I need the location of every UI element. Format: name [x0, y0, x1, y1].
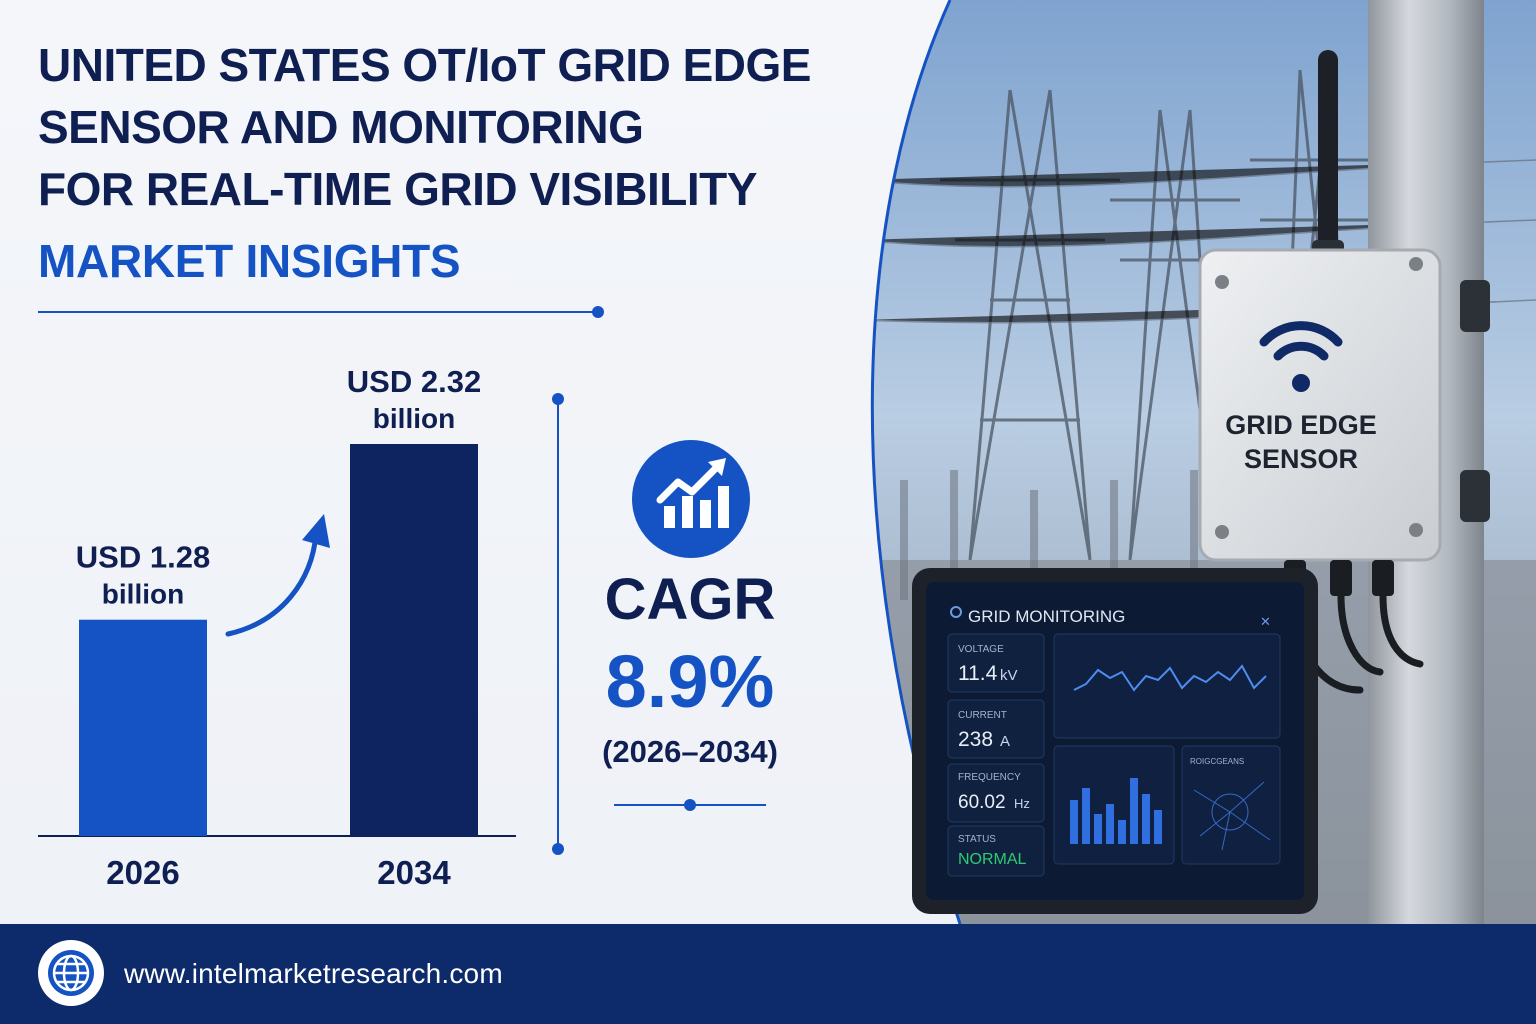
sensor-label-line-2: SENSOR: [1244, 444, 1358, 474]
title-line-2: SENSOR AND MONITORING: [38, 101, 644, 153]
vertical-divider-bottom-dot: [552, 843, 564, 855]
growth-arrow: [225, 531, 319, 637]
monitor-title: GRID MONITORING: [968, 607, 1125, 626]
growth-arrow-head: [302, 514, 330, 548]
metric-current-label: CURRENT: [958, 710, 1007, 721]
metric-frequency-value: 60.02: [958, 792, 1006, 813]
metric-voltage-value: 11.4: [958, 662, 998, 685]
data-label-2026-value: USD 1.28: [76, 540, 210, 575]
growth-chart-icon: [632, 440, 750, 558]
data-label-2034-value: USD 2.32: [347, 364, 481, 399]
monitor-close-icon[interactable]: ✕: [1260, 614, 1271, 629]
monitor-network-map: [1181, 745, 1281, 865]
monitor-line-chart: [1053, 633, 1281, 739]
market-size-bar-chart: 2026 USD 1.28 billion 2034 USD 2.32 billion: [38, 364, 516, 891]
metric-status-label: STATUS: [958, 834, 996, 845]
website-link[interactable]: www.intelmarketresearch.com: [124, 958, 503, 989]
data-label-2026-unit: billion: [102, 579, 184, 610]
cagr-label: CAGR: [604, 567, 776, 632]
metric-frequency-label: FREQUENCY: [958, 772, 1021, 783]
globe-icon: [38, 940, 104, 1006]
bar-2034: [350, 444, 478, 836]
title-line-3: FOR REAL-TIME GRID VISIBILITY: [38, 163, 757, 215]
cagr-period: (2026–2034): [602, 734, 778, 769]
vertical-divider-top-dot: [552, 393, 564, 405]
sensor-label-line-1: GRID EDGE: [1225, 410, 1377, 440]
tick-label-2034: 2034: [377, 854, 451, 891]
infographic-left-panel: UNITED STATES OT/IoT GRID EDGE SENSOR AN…: [38, 39, 811, 891]
subtitle: MARKET INSIGHTS: [38, 235, 461, 287]
title-divider: [38, 311, 596, 313]
cagr-divider-dot: [684, 799, 696, 811]
map-label: ROIGCGEANS: [1190, 757, 1244, 766]
metric-voltage-label: VOLTAGE: [958, 644, 1004, 655]
data-label-2034-unit: billion: [373, 403, 455, 434]
metric-status-value: NORMAL: [958, 851, 1027, 868]
title-divider-dot: [592, 306, 604, 318]
bar-2026: [79, 619, 207, 836]
metric-voltage-unit: kV: [1000, 667, 1018, 684]
metric-current-unit: A: [1000, 733, 1010, 750]
wifi-signal-icon: [1259, 321, 1343, 392]
substation-photo-illustration: GRID EDGE SENSOR GRID MONITORING ✕ VOLTA…: [860, 0, 1536, 925]
tick-label-2026: 2026: [106, 854, 179, 891]
metric-frequency-unit: Hz: [1014, 796, 1030, 811]
title-line-1: UNITED STATES OT/IoT GRID EDGE: [38, 39, 811, 91]
footer-bar: www.intelmarketresearch.com: [0, 924, 1536, 1024]
cagr-value: 8.9%: [605, 640, 775, 723]
vertical-divider: [557, 399, 559, 849]
metric-current-value: 238: [958, 728, 993, 751]
